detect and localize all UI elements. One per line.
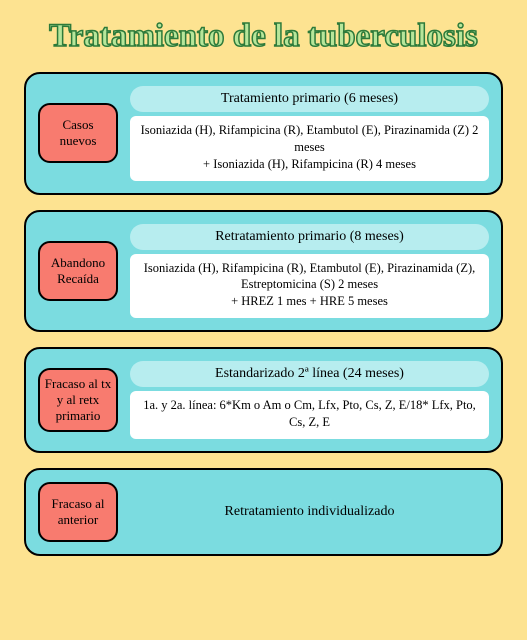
card-header: Estandarizado 2ª línea (24 meses) (130, 361, 489, 387)
card-fracaso-primario: Fracaso al tx y al retx primario Estanda… (24, 347, 503, 453)
card-content: Estandarizado 2ª línea (24 meses) 1a. y … (130, 361, 489, 439)
card-body: 1a. y 2a. línea: 6*Km o Am o Cm, Lfx, Pt… (130, 391, 489, 439)
card-fracaso-anterior: Fracaso al anterior Retratamiento indivi… (24, 468, 503, 556)
card-content: Retratamiento primario (8 meses) Isoniaz… (130, 224, 489, 319)
card-header: Retratamiento primario (8 meses) (130, 224, 489, 250)
badge-fracaso-primario: Fracaso al tx y al retx primario (38, 368, 118, 433)
card-content: Tratamiento primario (6 meses) Isoniazid… (130, 86, 489, 181)
card-abandono-recaida: Abandono Recaída Retratamiento primario … (24, 210, 503, 333)
card-body: Isoniazida (H), Rifampicina (R), Etambut… (130, 254, 489, 319)
card-body: Retratamiento individualizado (130, 504, 489, 520)
badge-fracaso-anterior: Fracaso al anterior (38, 482, 118, 542)
card-header: Tratamiento primario (6 meses) (130, 86, 489, 112)
page-title: Tratamiento de la tuberculosis (24, 18, 503, 56)
card-casos-nuevos: Casos nuevos Tratamiento primario (6 mes… (24, 72, 503, 195)
badge-casos-nuevos: Casos nuevos (38, 103, 118, 163)
badge-abandono-recaida: Abandono Recaída (38, 241, 118, 301)
card-body: Isoniazida (H), Rifampicina (R), Etambut… (130, 116, 489, 181)
